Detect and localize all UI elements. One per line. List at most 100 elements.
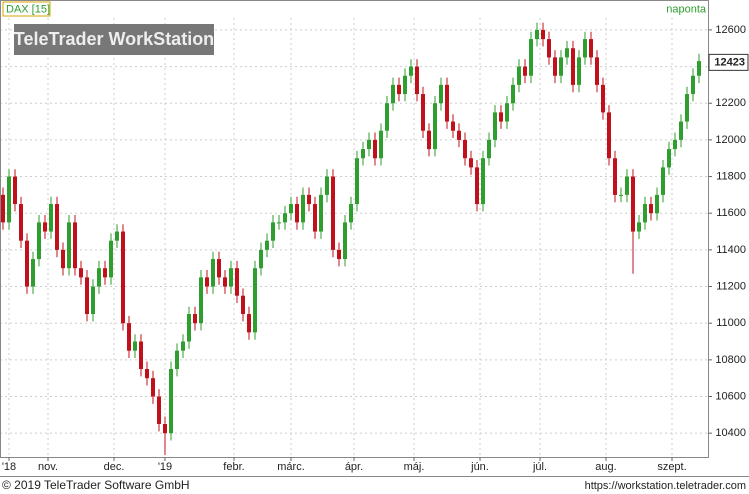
candle-body xyxy=(403,75,407,95)
candle-body xyxy=(685,94,689,122)
candle-body xyxy=(67,222,71,269)
candle-body xyxy=(163,424,167,434)
candle-body xyxy=(661,167,665,195)
candle-body xyxy=(91,286,95,315)
candle-body xyxy=(313,204,317,232)
last-value-label: 12423 xyxy=(714,56,745,68)
candle-body xyxy=(385,103,389,131)
candle-body xyxy=(349,204,353,223)
candle-body xyxy=(169,369,173,434)
candle-body xyxy=(85,277,89,315)
candle-body xyxy=(37,222,41,260)
y-tick-label: 12200 xyxy=(715,97,746,109)
candle-body xyxy=(13,176,17,205)
candle-body xyxy=(235,268,239,296)
y-tick-label: 11800 xyxy=(716,170,746,182)
candle-body xyxy=(1,194,5,223)
candle-body xyxy=(139,341,143,370)
candle-body xyxy=(433,103,437,150)
candle-body xyxy=(229,268,233,287)
candle-body xyxy=(565,48,569,58)
candle-body xyxy=(31,259,35,287)
candle-body xyxy=(601,84,605,113)
candle-body xyxy=(265,240,269,250)
candle-body xyxy=(49,204,53,232)
candle-body xyxy=(199,277,203,324)
candle-body xyxy=(499,112,503,122)
candle-body xyxy=(79,268,83,278)
candle-body xyxy=(109,240,113,278)
candle-body xyxy=(487,139,491,159)
candle-body xyxy=(613,158,617,195)
candle-body xyxy=(529,39,533,76)
candle-body xyxy=(367,139,371,150)
candle-body xyxy=(631,176,635,232)
y-tick-label: 12600 xyxy=(715,24,746,36)
x-tick-label: nov. xyxy=(38,461,58,473)
y-tick-label: 11400 xyxy=(716,244,746,256)
candle-body xyxy=(247,314,251,333)
candle-body xyxy=(541,29,545,40)
candle-body xyxy=(97,268,101,287)
candle-body xyxy=(175,350,179,370)
candle-body xyxy=(19,204,23,241)
y-tick-label: 11600 xyxy=(716,207,746,219)
x-tick-label: jún. xyxy=(470,461,489,473)
title-box xyxy=(2,1,51,17)
candle-body xyxy=(193,314,197,324)
candle-body xyxy=(55,204,59,250)
x-tick-label: dec. xyxy=(104,461,125,473)
candle-body xyxy=(523,66,527,76)
candle-body xyxy=(157,396,161,425)
candle-body xyxy=(343,222,347,260)
candle-body xyxy=(607,112,611,159)
x-tick-label: febr. xyxy=(223,461,244,473)
candle-body xyxy=(115,231,119,241)
candle-body xyxy=(427,130,431,150)
candle-body xyxy=(391,84,395,104)
candle-body xyxy=(415,66,419,95)
candle-body xyxy=(463,139,467,159)
candle-body xyxy=(373,139,377,159)
candle-body xyxy=(283,213,287,223)
y-tick-label: 11200 xyxy=(716,280,746,292)
candle-body xyxy=(7,176,11,223)
candle-body xyxy=(331,176,335,250)
candle-body xyxy=(361,149,365,159)
candle-body xyxy=(187,314,191,342)
candle-body xyxy=(205,277,209,287)
source-url: https://workstation.teletrader.com xyxy=(585,480,746,492)
candle-body xyxy=(493,112,497,140)
candle-body xyxy=(457,130,461,140)
candle-body xyxy=(61,249,65,269)
plot xyxy=(0,18,708,457)
candle-body xyxy=(397,84,401,95)
candle-body xyxy=(355,158,359,205)
candle-body xyxy=(625,176,629,195)
candle-body xyxy=(127,323,131,351)
x-tick-label: szept. xyxy=(657,461,686,473)
y-tick-label: 10400 xyxy=(715,427,746,439)
candle-body xyxy=(301,194,305,223)
candle-body xyxy=(271,222,275,241)
x-tick-label: aug. xyxy=(595,461,616,473)
candle-body xyxy=(673,139,677,150)
candle-body xyxy=(25,240,29,287)
candle-body xyxy=(295,204,299,223)
candle-body xyxy=(475,167,479,205)
candle-body xyxy=(535,29,539,40)
candle-body xyxy=(253,268,257,333)
candle-body xyxy=(73,222,77,269)
x-tick-label: '19 xyxy=(158,461,172,473)
x-tick-label: júl. xyxy=(532,461,547,473)
candle-body xyxy=(439,84,443,104)
candle-body xyxy=(121,231,125,324)
candle-body xyxy=(217,259,221,278)
candle-body xyxy=(445,84,449,122)
candle-body xyxy=(619,194,623,196)
candle-body xyxy=(43,222,47,232)
candle-body xyxy=(595,57,599,85)
y-tick-label: 11000 xyxy=(716,317,746,329)
x-tick-label: ápr. xyxy=(345,461,363,473)
x-tick-label: '18 xyxy=(2,461,16,473)
